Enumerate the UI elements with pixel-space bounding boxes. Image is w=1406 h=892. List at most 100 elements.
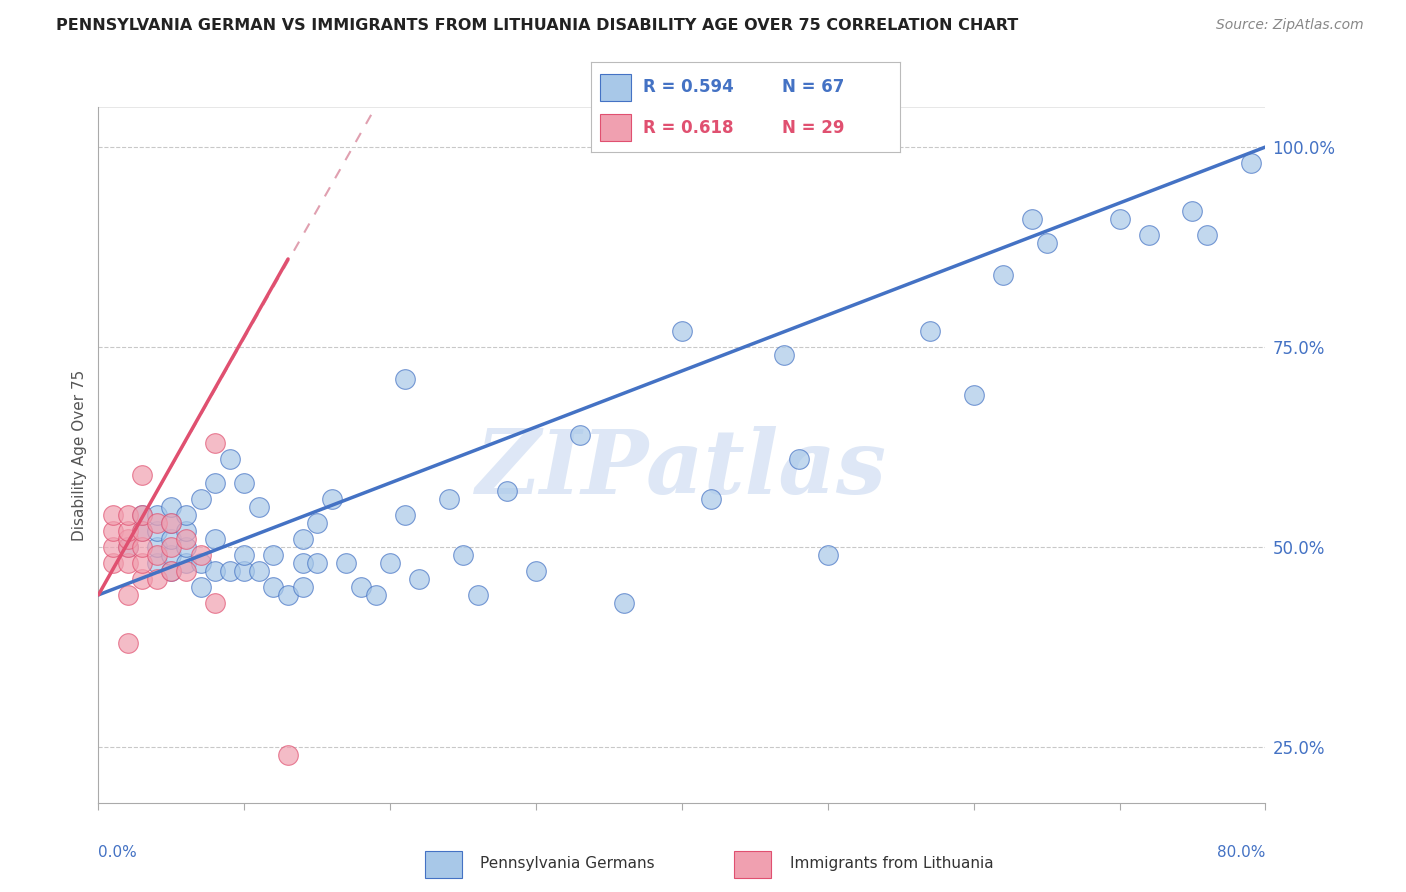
Point	[146, 556, 169, 570]
Point	[233, 564, 256, 578]
Point	[307, 556, 329, 570]
Point	[394, 508, 416, 522]
Point	[131, 508, 153, 522]
Point	[218, 451, 240, 466]
Point	[174, 540, 197, 554]
Point	[233, 475, 256, 490]
Point	[291, 556, 314, 570]
Point	[131, 540, 153, 554]
Point	[247, 500, 270, 514]
FancyBboxPatch shape	[734, 851, 770, 878]
FancyBboxPatch shape	[425, 851, 461, 878]
Point	[131, 556, 153, 570]
Point	[146, 524, 169, 538]
Point	[962, 388, 984, 402]
Point	[204, 532, 226, 546]
Point	[700, 491, 723, 506]
Point	[190, 548, 212, 562]
Point	[146, 540, 169, 554]
Point	[277, 747, 299, 762]
Text: PENNSYLVANIA GERMAN VS IMMIGRANTS FROM LITHUANIA DISABILITY AGE OVER 75 CORRELAT: PENNSYLVANIA GERMAN VS IMMIGRANTS FROM L…	[56, 18, 1018, 33]
Point	[291, 580, 314, 594]
Point	[174, 524, 197, 538]
Point	[160, 500, 183, 514]
Point	[160, 532, 183, 546]
Point	[190, 556, 212, 570]
Text: R = 0.618: R = 0.618	[643, 119, 734, 136]
Point	[495, 483, 517, 498]
Text: Pennsylvania Germans: Pennsylvania Germans	[481, 855, 655, 871]
Point	[160, 516, 183, 530]
Point	[174, 532, 197, 546]
Point	[117, 556, 139, 570]
Point	[350, 580, 373, 594]
Point	[291, 532, 314, 546]
Point	[131, 467, 153, 482]
Text: 0.0%: 0.0%	[98, 845, 138, 860]
Text: 80.0%: 80.0%	[1218, 845, 1265, 860]
Point	[321, 491, 343, 506]
Point	[408, 572, 430, 586]
Point	[146, 548, 169, 562]
Point	[262, 580, 284, 594]
Point	[117, 524, 139, 538]
Point	[160, 516, 183, 530]
Point	[117, 532, 139, 546]
FancyBboxPatch shape	[600, 114, 631, 141]
Point	[101, 508, 124, 522]
Point	[1195, 227, 1218, 242]
Point	[131, 508, 153, 522]
Point	[101, 540, 124, 554]
Point	[117, 540, 139, 554]
Text: N = 29: N = 29	[782, 119, 845, 136]
Text: Immigrants from Lithuania: Immigrants from Lithuania	[790, 855, 993, 871]
Point	[451, 548, 474, 562]
Point	[378, 556, 402, 570]
Point	[1021, 212, 1043, 227]
FancyBboxPatch shape	[600, 74, 631, 101]
Point	[262, 548, 284, 562]
Point	[101, 524, 124, 538]
Point	[174, 508, 197, 522]
Text: N = 67: N = 67	[782, 78, 845, 96]
Point	[117, 588, 139, 602]
Point	[1108, 212, 1130, 227]
Text: R = 0.594: R = 0.594	[643, 78, 734, 96]
Point	[190, 580, 212, 594]
Point	[437, 491, 460, 506]
Point	[174, 556, 197, 570]
Point	[204, 475, 226, 490]
Point	[131, 572, 153, 586]
Point	[773, 348, 796, 362]
Point	[524, 564, 547, 578]
Point	[160, 548, 183, 562]
Text: ZIPatlas: ZIPatlas	[477, 425, 887, 512]
Point	[394, 372, 416, 386]
Point	[131, 524, 153, 538]
Point	[817, 548, 839, 562]
Point	[1137, 227, 1160, 242]
Point	[1181, 204, 1204, 219]
Point	[991, 268, 1014, 282]
Point	[117, 540, 139, 554]
Point	[146, 572, 169, 586]
Point	[612, 596, 634, 610]
Point	[1035, 235, 1057, 250]
Point	[117, 636, 139, 650]
Point	[146, 516, 169, 530]
Point	[190, 491, 212, 506]
Point	[174, 564, 197, 578]
Point	[131, 524, 153, 538]
Point	[204, 564, 226, 578]
Point	[204, 436, 226, 450]
Text: Source: ZipAtlas.com: Source: ZipAtlas.com	[1216, 18, 1364, 32]
Point	[307, 516, 329, 530]
Point	[218, 564, 240, 578]
Point	[335, 556, 357, 570]
Point	[787, 451, 810, 466]
Point	[160, 564, 183, 578]
Point	[568, 428, 591, 442]
Point	[233, 548, 256, 562]
Point	[117, 508, 139, 522]
Point	[146, 508, 169, 522]
